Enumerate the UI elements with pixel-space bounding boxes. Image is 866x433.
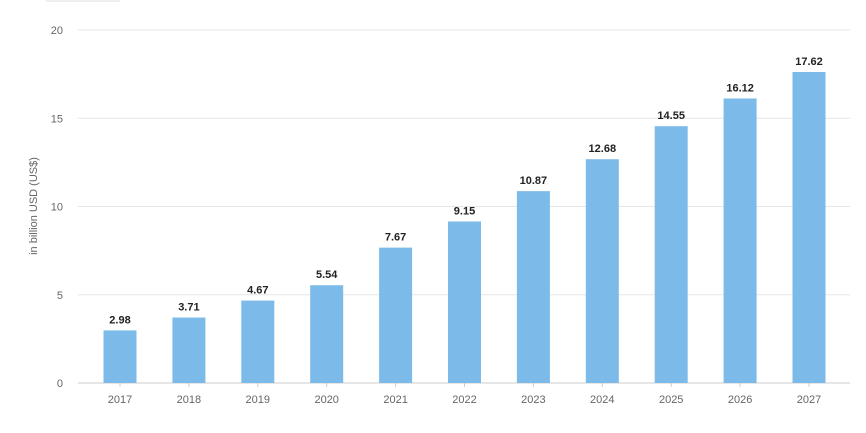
data-label-2026: 16.12 (726, 82, 754, 94)
bar-2017[interactable] (103, 330, 137, 383)
data-label-2021: 7.67 (385, 232, 406, 244)
bar-2019[interactable] (241, 300, 275, 383)
y-tick-label: 15 (51, 113, 63, 125)
bar-2018[interactable] (172, 317, 206, 383)
data-labels: 2.98 3.71 4.67 5.54 7.67 9.15 10.87 12.68 14.55 1… (109, 56, 822, 326)
x-axis-ticks: 2017 2018 2019 2020 2021 2022 2023 2024 2025 2026… (108, 383, 821, 406)
x-tick-label: 2025 (659, 394, 683, 406)
y-tick-label: 20 (51, 25, 63, 37)
data-label-2022: 9.15 (454, 206, 475, 218)
bars (103, 72, 826, 384)
x-tick-label: 2020 (314, 394, 338, 406)
x-tick-label: 2024 (590, 394, 614, 406)
bar-2026[interactable] (723, 98, 757, 384)
data-label-2020: 5.54 (316, 269, 338, 281)
data-label-2019: 4.67 (247, 285, 268, 297)
data-label-2018: 3.71 (178, 302, 199, 314)
y-tick-label: 10 (51, 202, 63, 214)
data-label-2024: 12.68 (589, 143, 617, 155)
x-tick-label: 2018 (177, 394, 201, 406)
data-label-2017: 2.98 (109, 314, 130, 326)
x-tick-label: 2023 (521, 394, 545, 406)
top-tab-indicator (46, 0, 120, 2)
data-label-2025: 14.55 (657, 110, 685, 122)
y-axis-ticks: 0 5 10 15 20 (51, 25, 63, 390)
x-tick-label: 2021 (383, 394, 407, 406)
bar-2022[interactable] (448, 221, 481, 383)
data-label-2023: 10.87 (520, 175, 548, 187)
bar-2021[interactable] (379, 247, 413, 383)
data-label-2027: 17.62 (795, 56, 823, 68)
x-tick-label: 2017 (108, 394, 132, 406)
x-tick-label: 2027 (797, 394, 821, 406)
bar-2023[interactable] (516, 191, 550, 383)
y-axis-title: in billion USD (US$) (28, 157, 40, 255)
bar-2020[interactable] (310, 285, 344, 383)
y-tick-label: 5 (57, 290, 63, 302)
y-tick-label: 0 (57, 378, 63, 390)
bar-2025[interactable] (654, 126, 688, 383)
bar-2027[interactable] (792, 72, 826, 383)
x-tick-label: 2022 (452, 394, 476, 406)
x-tick-label: 2019 (246, 394, 270, 406)
x-tick-label: 2026 (728, 394, 752, 406)
bar-2024[interactable] (585, 159, 619, 383)
